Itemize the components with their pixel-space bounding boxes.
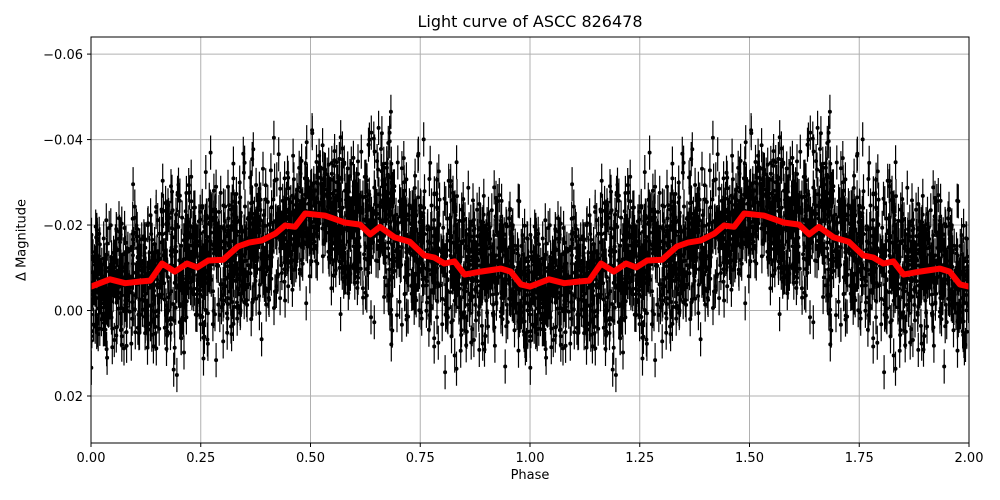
x-axis-ticks: 0.00 0.25 0.50 0.75 1.00 1.25 1.50 1.75 2.00 bbox=[77, 443, 984, 466]
x-axis-label: Phase bbox=[510, 468, 550, 483]
chart-title: Light curve of ASCC 826478 bbox=[417, 12, 643, 31]
x-tick-label: 0.00 bbox=[77, 451, 106, 466]
y-tick-label: −0.04 bbox=[43, 134, 83, 149]
x-tick-label: 0.75 bbox=[406, 451, 435, 466]
y-axis-ticks: −0.06 −0.04 −0.02 0.00 0.02 bbox=[43, 48, 91, 405]
y-tick-label: 0.02 bbox=[54, 390, 83, 405]
x-tick-label: 1.50 bbox=[735, 451, 764, 466]
y-tick-label: −0.02 bbox=[43, 219, 83, 234]
x-tick-label: 0.50 bbox=[296, 451, 325, 466]
y-tick-label: −0.06 bbox=[43, 48, 83, 63]
binned-curve-line bbox=[91, 210, 969, 290]
y-tick-label: 0.00 bbox=[54, 305, 83, 320]
grid-lines bbox=[90, 37, 970, 443]
x-tick-label: 1.25 bbox=[625, 451, 654, 466]
x-tick-label: 1.00 bbox=[516, 451, 545, 466]
x-tick-label: 0.25 bbox=[186, 451, 215, 466]
observation-points bbox=[91, 94, 969, 393]
x-tick-label: 1.75 bbox=[845, 451, 874, 466]
x-tick-label: 2.00 bbox=[955, 451, 984, 466]
